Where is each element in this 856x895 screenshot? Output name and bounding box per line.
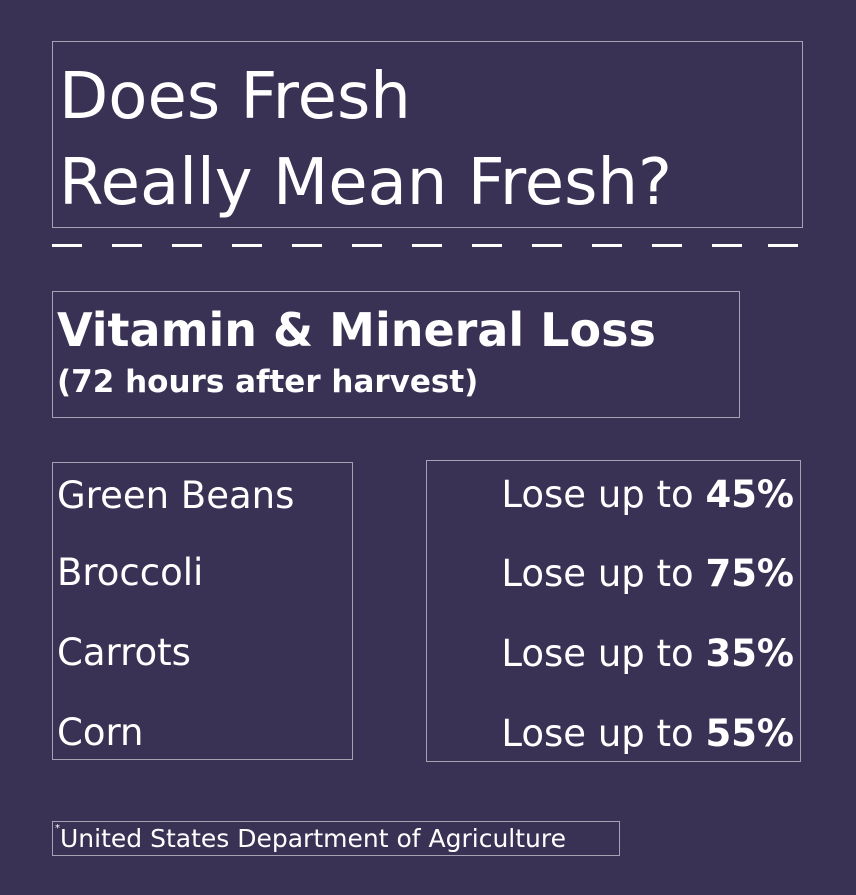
divider-dash <box>592 244 622 247</box>
vegetable-name: Corn <box>57 711 144 754</box>
title-line-1: Does Fresh <box>59 60 411 134</box>
divider-dash <box>768 244 798 247</box>
loss-percent: 45% <box>705 473 794 516</box>
source-footnote: *United States Department of Agriculture <box>52 821 620 856</box>
loss-prefix: Lose up to <box>501 552 694 595</box>
loss-prefix: Lose up to <box>501 712 694 755</box>
divider-dash <box>652 244 682 247</box>
divider-dash <box>292 244 322 247</box>
divider-dash <box>712 244 742 247</box>
vegetable-name: Carrots <box>57 631 191 674</box>
divider-dash <box>52 244 82 247</box>
subtitle-main: Vitamin & Mineral Loss <box>57 303 656 357</box>
dashed-divider <box>52 244 803 250</box>
loss-percent: 55% <box>705 712 794 755</box>
loss-value-row: Lose up to 55% <box>501 712 794 756</box>
loss-prefix: Lose up to <box>501 473 694 516</box>
divider-dash <box>412 244 442 247</box>
footnote-text: United States Department of Agriculture <box>60 824 566 853</box>
divider-dash <box>352 244 382 247</box>
subtitle-sub: (72 hours after harvest) <box>57 364 479 400</box>
footnote-marker: * <box>55 823 60 834</box>
loss-value-row: Lose up to 75% <box>501 552 794 596</box>
title-block: Does Fresh Really Mean Fresh? <box>52 41 803 228</box>
vegetable-name: Broccoli <box>57 551 204 594</box>
loss-prefix: Lose up to <box>501 632 694 675</box>
loss-value-row: Lose up to 45% <box>501 473 794 517</box>
loss-percent: 35% <box>705 632 794 675</box>
divider-dash <box>232 244 262 247</box>
loss-values-list: Lose up to 45% Lose up to 75% Lose up to… <box>426 460 801 762</box>
divider-dash <box>472 244 502 247</box>
loss-percent: 75% <box>705 552 794 595</box>
vegetable-list: Green Beans Broccoli Carrots Corn <box>52 462 353 760</box>
loss-value-row: Lose up to 35% <box>501 632 794 676</box>
subtitle-block: Vitamin & Mineral Loss (72 hours after h… <box>52 291 740 418</box>
vegetable-name: Green Beans <box>57 474 295 517</box>
divider-dash <box>112 244 142 247</box>
divider-dash <box>532 244 562 247</box>
title-line-2: Really Mean Fresh? <box>59 146 672 220</box>
divider-dash <box>172 244 202 247</box>
